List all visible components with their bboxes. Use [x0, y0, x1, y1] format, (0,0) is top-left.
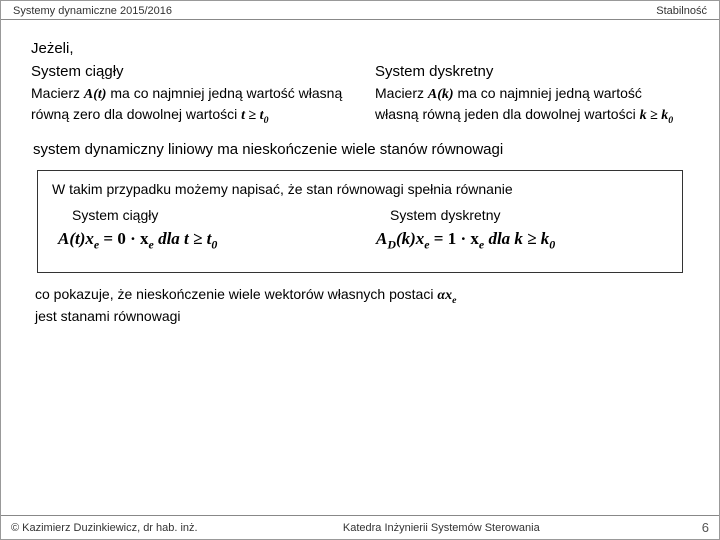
eq-l-pre: A(t)x	[58, 229, 94, 248]
eq-l-mid: = 0 · x	[99, 229, 148, 248]
header-left: Systemy dynamiczne 2015/2016	[13, 5, 172, 17]
right-col-body: Macierz A(k) ma co najmniej jedną wartoś…	[375, 84, 689, 127]
eq-l-s3: 0	[211, 237, 217, 251]
right-tail: k ≥ k	[640, 108, 669, 123]
eq-r-mid: = 1 · x	[430, 229, 479, 248]
box-right-equation: AD(k)xe = 1 · xe dla k ≥ k0	[376, 229, 668, 252]
two-column-section: System ciągły Macierz A(t) ma co najmnie…	[31, 63, 689, 127]
closing-text: co pokazuje, że nieskończenie wiele wekt…	[35, 285, 685, 326]
right-tail-sub: 0	[668, 115, 673, 126]
box-left-col: System ciągły A(t)xe = 0 · xe dla t ≥ t0	[52, 207, 350, 252]
boxed-section: W takim przypadku możemy napisać, że sta…	[37, 170, 683, 273]
right-col-title: System dyskretny	[375, 63, 689, 80]
eq-l-post: dla t ≥ t	[154, 229, 212, 248]
footer-left: © Kazimierz Duzinkiewicz, dr hab. inż.	[11, 522, 198, 534]
box-intro: W takim przypadku możemy napisać, że sta…	[52, 181, 668, 197]
left-column: System ciągły Macierz A(t) ma co najmnie…	[31, 63, 345, 127]
left-tail: t ≥ t	[241, 108, 263, 123]
box-right-title: System dyskretny	[390, 207, 668, 223]
closing-alpha: αx	[437, 288, 452, 303]
right-prefix: Macierz	[375, 85, 428, 101]
box-left-title: System ciągły	[72, 207, 350, 223]
slide-header: Systemy dynamiczne 2015/2016 Stabilność	[1, 1, 719, 20]
slide-footer: © Kazimierz Duzinkiewicz, dr hab. inż. K…	[1, 515, 719, 539]
closing-line2: jest stanami równowagi	[35, 308, 181, 324]
header-right: Stabilność	[656, 5, 707, 17]
conclusion-statement: system dynamiczny liniowy ma nieskończen…	[33, 141, 689, 158]
eq-r-sD: D	[387, 237, 396, 251]
footer-center: Katedra Inżynierii Systemów Sterowania	[343, 522, 540, 534]
box-left-equation: A(t)xe = 0 · xe dla t ≥ t0	[58, 229, 350, 252]
slide-content: Jeżeli, System ciągły Macierz A(t) ma co…	[1, 20, 719, 336]
right-column: System dyskretny Macierz A(k) ma co najm…	[375, 63, 689, 127]
eq-r-s3: 0	[549, 237, 555, 251]
left-matrix: A(t)	[84, 87, 107, 102]
closing-line1: co pokazuje, że nieskończenie wiele wekt…	[35, 286, 437, 302]
left-col-body: Macierz A(t) ma co najmniej jedną wartoś…	[31, 84, 345, 127]
box-columns: System ciągły A(t)xe = 0 · xe dla t ≥ t0…	[52, 207, 668, 252]
eq-r-k: (k)x	[396, 229, 424, 248]
left-prefix: Macierz	[31, 85, 84, 101]
box-right-col: System dyskretny AD(k)xe = 1 · xe dla k …	[370, 207, 668, 252]
eq-r-post: dla k ≥ k	[484, 229, 549, 248]
eq-r-pre: A	[376, 229, 387, 248]
closing-alpha-sub: e	[452, 295, 456, 306]
page-number: 6	[685, 520, 709, 535]
right-matrix: A(k)	[428, 87, 454, 102]
intro-text: Jeżeli,	[31, 40, 689, 57]
left-tail-sub: 0	[264, 115, 269, 126]
left-col-title: System ciągły	[31, 63, 345, 80]
